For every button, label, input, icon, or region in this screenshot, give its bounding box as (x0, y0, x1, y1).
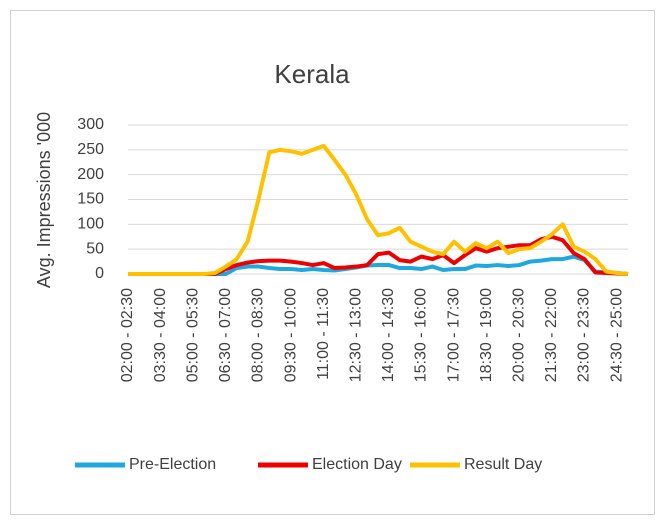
x-tick-label: 20:00 - 20:30 (511, 288, 528, 382)
y-tick-label: 300 (77, 116, 104, 133)
x-tick-label: 09:30 - 10:00 (282, 288, 299, 382)
y-tick-label: 150 (77, 191, 104, 208)
x-tick-label: 12:30 - 13:00 (347, 288, 364, 382)
legend-label: Pre-Election (129, 456, 216, 473)
chart-frame (10, 10, 655, 515)
series-line (128, 143, 629, 276)
x-tick-label: 18:30 - 19:00 (478, 288, 495, 382)
x-tick-label: 05:00 - 05:30 (184, 288, 201, 382)
x-tick-label: 11:00 - 11:30 (315, 288, 332, 380)
legend-label: Result Day (464, 456, 542, 473)
x-tick-label: 15:30 - 16:00 (413, 288, 430, 382)
x-tick-label: 17:00 - 17:30 (445, 288, 462, 382)
x-tick-label: 08:00 - 08:30 (250, 288, 267, 382)
x-tick-label: 21:30 - 22:00 (543, 288, 560, 382)
legend-label: Election Day (312, 456, 402, 473)
y-tick-label: 0 (95, 265, 104, 282)
y-axis-label: Avg. Impressions '000 (34, 112, 54, 288)
x-tick-label: 14:00 - 14:30 (380, 288, 397, 382)
x-tick-label: 06:30 - 07:00 (217, 288, 234, 382)
chart-title: Kerala (274, 59, 350, 89)
x-tick-label: 24:30 - 25:00 (608, 288, 625, 382)
x-tick-label: 03:30 - 04:00 (152, 288, 169, 382)
y-tick-label: 50 (86, 240, 104, 257)
y-tick-label: 200 (77, 166, 104, 183)
y-tick-label: 250 (77, 141, 104, 158)
y-tick-label: 100 (77, 216, 104, 233)
x-tick-label: 23:00 - 23:30 (576, 288, 593, 382)
x-tick-label: 02:00 - 02:30 (119, 288, 136, 382)
